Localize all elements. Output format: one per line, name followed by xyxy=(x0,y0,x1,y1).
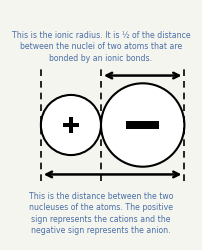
Text: This is the ionic radius. It is ½ of the distance
between the nuclei of two atom: This is the ionic radius. It is ½ of the… xyxy=(12,31,190,63)
Bar xyxy=(63,123,79,127)
Circle shape xyxy=(101,83,184,167)
Text: This is the distance between the two
nucleuses of the atoms. The positive
sign r: This is the distance between the two nuc… xyxy=(29,192,173,235)
Bar xyxy=(126,121,159,129)
Circle shape xyxy=(41,95,101,155)
Bar xyxy=(69,117,73,133)
